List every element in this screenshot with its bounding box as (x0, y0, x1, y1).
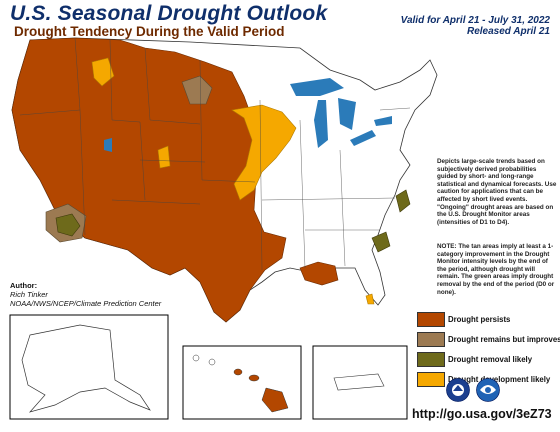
drought-removal-carolina (371, 231, 391, 253)
release-date: Released April 21 (466, 26, 550, 37)
drought-development-midwest (231, 104, 297, 201)
legend-item-persists: Drought persists (417, 310, 560, 328)
legend-label: Drought persists (448, 314, 511, 324)
legend-item-improves: Drought remains but improves (417, 330, 560, 348)
outlook-url[interactable]: http://go.usa.gov/3eZ73 (412, 407, 552, 421)
lake-erie (350, 130, 376, 146)
legend-swatch (417, 331, 445, 347)
lake-ontario (374, 116, 392, 126)
nws-logo-icon (476, 378, 500, 402)
lake-superior (290, 78, 344, 96)
legend-swatch (417, 311, 445, 327)
legend-label: Drought remains but improves (448, 334, 560, 344)
author-name: Rich Tinker (10, 290, 48, 299)
map-note: NOTE: The tan areas imply at least a 1-c… (437, 243, 555, 296)
noaa-logo-icon (446, 378, 470, 402)
valid-dates: Valid for April 21 - July 31, 2022 (400, 15, 550, 26)
drought-development-florida (365, 293, 375, 305)
map-description: Depicts large-scale trends based on subj… (437, 158, 557, 226)
drought-removal-arizona (55, 213, 81, 237)
drought-development-wyoming (157, 145, 171, 169)
author-org: NOAA/NWS/NCEP/Climate Prediction Center (10, 299, 162, 308)
drought-persists-gulf (299, 261, 339, 286)
author-label: Author: (10, 281, 38, 290)
legend-swatch (417, 371, 445, 387)
map-subtitle: Drought Tendency During the Valid Period (14, 24, 285, 39)
legend: Drought persists Drought remains but imp… (417, 310, 560, 390)
state-borders (19, 37, 411, 271)
drought-improves-dakota (181, 75, 213, 105)
drought-development-northwest (91, 57, 115, 87)
puerto-rico-land (333, 373, 385, 391)
map-title: U.S. Seasonal Drought Outlook (10, 2, 328, 25)
legend-item-development: Drought development likely (417, 370, 560, 388)
legend-item-removal: Drought removal likely (417, 350, 560, 368)
legend-label: Drought development likely (448, 374, 551, 384)
author-block: Author: Rich Tinker NOAA/NWS/NCEP/Climat… (10, 281, 161, 308)
legend-label: Drought removal likely (448, 354, 533, 364)
great-salt-lake (104, 138, 112, 152)
valid-period: Valid for April 21 - July 31, 2022 Relea… (401, 15, 550, 37)
hawaii-islands (192, 354, 289, 413)
alaska-land (21, 324, 151, 413)
legend-swatch (417, 351, 445, 367)
lake-huron (338, 98, 356, 130)
drought-removal-virginia (395, 189, 411, 213)
lake-michigan (314, 100, 328, 148)
